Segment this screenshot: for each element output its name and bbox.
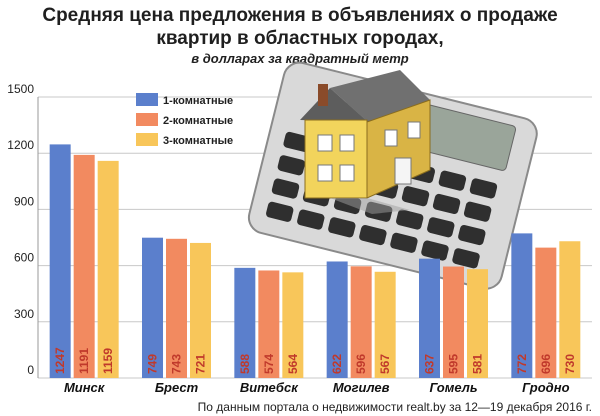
legend-swatch-3 bbox=[136, 133, 158, 146]
legend-swatch-2 bbox=[136, 113, 158, 126]
value-label: 567 bbox=[378, 354, 392, 374]
value-label: 1159 bbox=[101, 348, 115, 374]
bar-1-0 bbox=[49, 144, 71, 378]
source-note: По данным портала о недвижимости realt.b… bbox=[197, 400, 592, 414]
y-tick-label: 1200 bbox=[7, 138, 34, 152]
category-label: Витебск bbox=[240, 380, 299, 395]
legend-label-3: 3-комнатные bbox=[163, 135, 233, 147]
bar-2-1 bbox=[166, 238, 187, 378]
bar-2-3 bbox=[350, 266, 372, 378]
y-axis-ticks: 0 300 600 900 1200 1500 bbox=[7, 82, 34, 377]
house-on-calculator-illustration bbox=[247, 61, 538, 290]
bar-2-0 bbox=[73, 154, 95, 378]
chart-title: Средняя цена предложения в объявлениях о… bbox=[0, 4, 600, 50]
value-label: 564 bbox=[286, 354, 300, 374]
bar-3-0 bbox=[97, 160, 119, 378]
legend-label-2: 2-комнатные bbox=[163, 115, 233, 127]
value-label: 622 bbox=[330, 354, 344, 374]
bar-1-1 bbox=[142, 237, 163, 378]
value-label: 595 bbox=[447, 354, 461, 374]
value-label: 721 bbox=[194, 354, 208, 374]
value-label: 696 bbox=[539, 354, 553, 374]
bar-3-5 bbox=[559, 241, 581, 378]
chart-title-line2: квартир в областных городах, bbox=[156, 28, 444, 49]
bar-2-5 bbox=[535, 247, 557, 378]
value-labels: 1247 1191 1159 749 743 721 588 574 564 622 596 567 6… bbox=[53, 347, 577, 374]
bar-1-5 bbox=[511, 233, 533, 378]
bar-3-1 bbox=[190, 242, 211, 378]
value-label: 581 bbox=[471, 354, 485, 374]
bar-2-4 bbox=[443, 266, 464, 378]
value-label: 749 bbox=[146, 354, 160, 374]
y-tick-label: 1500 bbox=[7, 82, 34, 96]
bar-1-4 bbox=[419, 258, 440, 378]
bar-2-2 bbox=[258, 270, 280, 378]
legend-label-1: 1-комнатные bbox=[163, 95, 233, 107]
bar-3-3 bbox=[374, 271, 396, 378]
category-label: Минск bbox=[64, 380, 106, 395]
value-label: 574 bbox=[262, 354, 276, 374]
y-tick-label: 300 bbox=[14, 307, 34, 321]
legend-swatch-1 bbox=[136, 93, 158, 106]
y-tick-label: 600 bbox=[14, 251, 34, 265]
value-label: 1247 bbox=[53, 347, 67, 374]
category-labels: Минск Брест Витебск Могилев Гомель Гродно bbox=[64, 380, 570, 395]
bar-3-4 bbox=[467, 269, 488, 378]
bars bbox=[49, 144, 581, 378]
value-label: 1191 bbox=[77, 348, 91, 374]
value-label: 637 bbox=[423, 354, 437, 374]
category-label: Брест bbox=[155, 380, 199, 395]
value-label: 596 bbox=[354, 354, 368, 374]
category-label: Гродно bbox=[522, 380, 569, 395]
legend: 1-комнатные 2-комнатные 3-комнатные bbox=[136, 93, 233, 147]
value-label: 588 bbox=[238, 354, 252, 374]
y-tick-label: 900 bbox=[14, 194, 34, 208]
bar-1-2 bbox=[234, 267, 256, 378]
value-label: 772 bbox=[515, 354, 529, 374]
y-tick-label: 0 bbox=[27, 363, 34, 377]
category-label: Гомель bbox=[429, 380, 477, 395]
chart-title-line1: Средняя цена предложения в объявлениях о… bbox=[42, 5, 558, 26]
value-label: 730 bbox=[563, 354, 577, 374]
bar-1-3 bbox=[326, 261, 348, 378]
category-label: Могилев bbox=[333, 380, 390, 395]
bar-3-2 bbox=[282, 272, 304, 378]
value-label: 743 bbox=[170, 354, 184, 374]
chart-subtitle: в долларах за квадратный метр bbox=[191, 51, 409, 66]
